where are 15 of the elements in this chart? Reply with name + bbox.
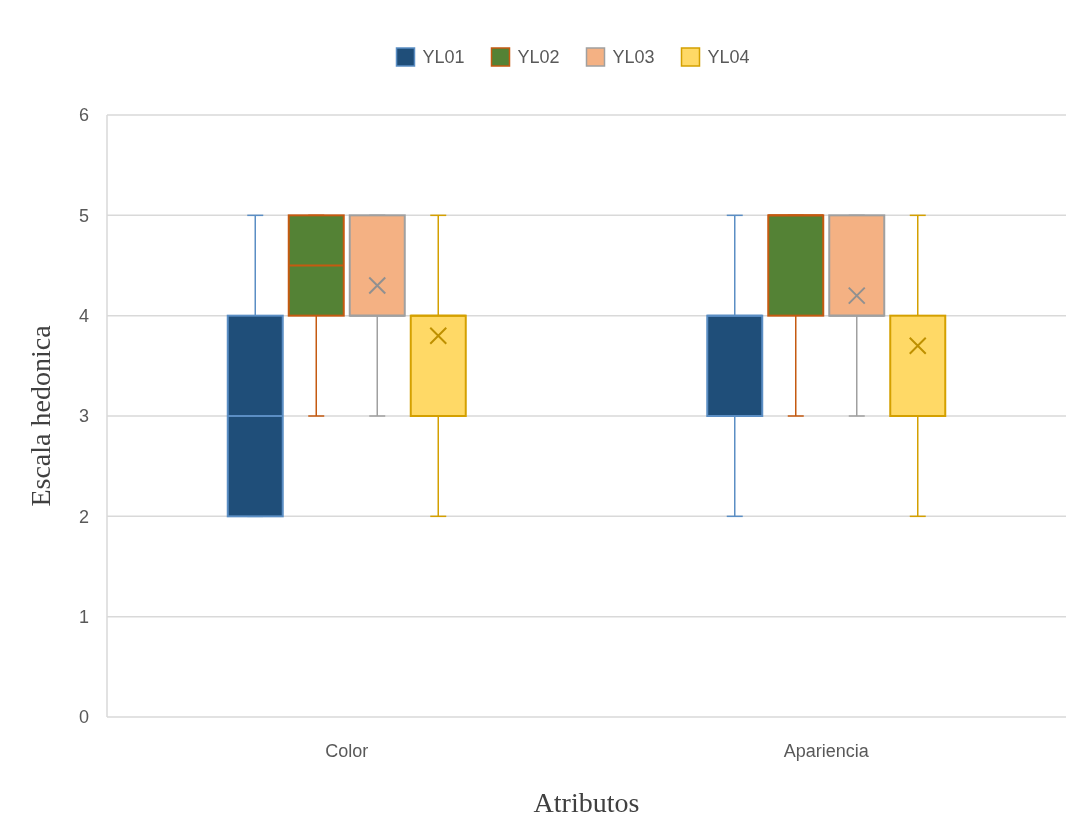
y-tick-label: 3: [78, 406, 89, 427]
legend-label: YL04: [707, 47, 750, 68]
legend-label: YL03: [612, 47, 655, 68]
y-tick-label: 2: [78, 506, 89, 527]
y-tick-label: 1: [78, 606, 89, 627]
legend-label: YL01: [422, 47, 465, 68]
y-tick-label: 0: [78, 707, 89, 728]
y-tick-label: 5: [78, 205, 89, 226]
y-axis-title: Escala hedonica: [25, 324, 56, 507]
x-tick-label: Color: [325, 741, 369, 761]
x-tick-label: Apariencia: [783, 741, 870, 761]
legend-label: YL02: [517, 47, 560, 68]
y-tick-label: 4: [78, 305, 89, 326]
y-tick-label: 6: [78, 105, 89, 126]
x-axis-title: Atributos: [533, 787, 640, 818]
